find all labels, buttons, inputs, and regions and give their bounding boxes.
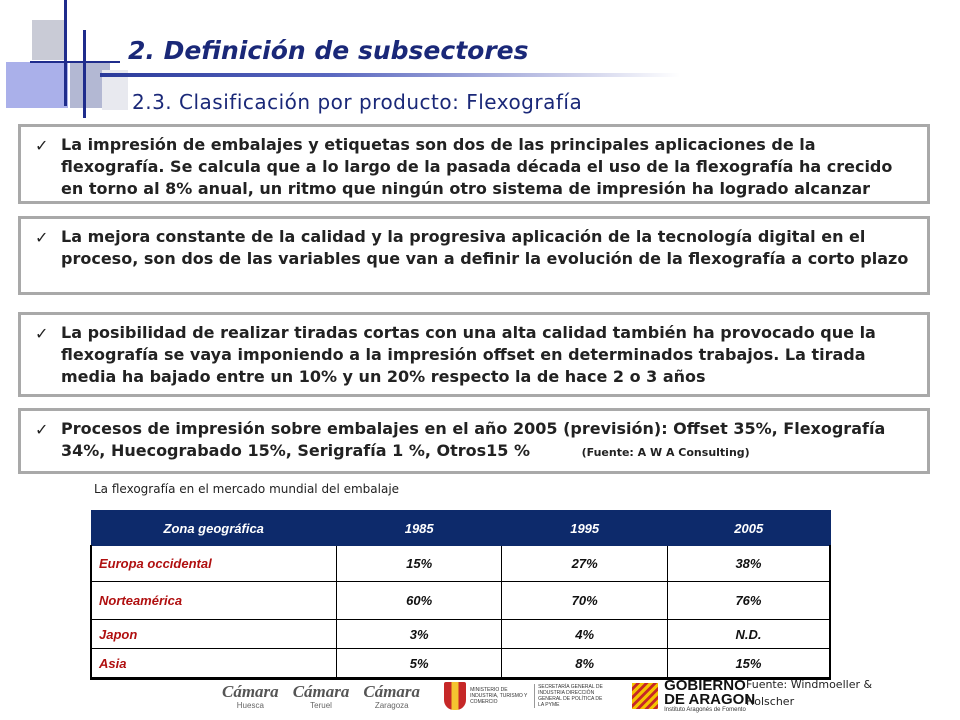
bullet-box: ✓ La mejora constante de la calidad y la…	[18, 216, 930, 295]
table-cell-zone: Europa occidental	[89, 545, 337, 582]
camara-teruel-logo: Cámara Teruel	[292, 681, 350, 710]
check-icon: ✓	[35, 136, 49, 155]
table-row: Europa occidental 15% 27% 38%	[89, 545, 831, 582]
header-decoration-block	[32, 20, 66, 60]
table-row: Japon 3% 4% N.D.	[89, 619, 831, 649]
check-icon: ✓	[35, 324, 49, 343]
table-cell-zone: Japon	[89, 619, 337, 649]
table-cell: 27%	[501, 545, 668, 582]
table-cell: 60%	[335, 581, 503, 620]
check-icon: ✓	[35, 228, 49, 247]
table-cell-zone: Asia	[89, 648, 337, 680]
title-underline	[100, 73, 680, 77]
bullet-box: ✓ La impresión de embalajes y etiquetas …	[18, 124, 930, 204]
table-row: Norteamérica 60% 70% 76%	[89, 581, 831, 620]
camara-huesca-logo: Cámara Huesca	[222, 681, 279, 710]
table-cell: N.D.	[666, 619, 831, 649]
bullet-box: ✓ Procesos de impresión sobre embalajes …	[18, 408, 930, 474]
gobierno-aragon-logo: GOBIERNO DE ARAGON Instituto Aragonés de…	[632, 678, 755, 713]
bullet-text: La impresión de embalajes y etiquetas so…	[61, 135, 893, 198]
header-decoration-line	[83, 30, 86, 118]
table-cell: 76%	[666, 581, 831, 620]
footer-source-line: Holscher	[746, 695, 795, 708]
column-header: 1985	[335, 510, 503, 546]
bullet-text: La mejora constante de la calidad y la p…	[61, 227, 909, 268]
header-decoration-line	[30, 61, 120, 63]
market-share-table: Zona geográfica 1985 1995 2005 Europa oc…	[89, 510, 831, 680]
page-subtitle: 2.3. Clasificación por producto: Flexogr…	[132, 90, 583, 114]
table-cell: 3%	[335, 619, 503, 649]
table-cell: 70%	[501, 581, 668, 620]
table-cell-zone: Norteamérica	[89, 581, 337, 620]
header-decoration-line	[64, 0, 67, 106]
footer-source-line: Fuente: Windmoeller &	[746, 678, 873, 691]
column-header: 2005	[666, 510, 831, 546]
bullet-text: La posibilidad de realizar tiradas corta…	[61, 323, 876, 386]
sponsor-logos: Cámara Huesca Cámara Teruel Cámara Zarag…	[222, 676, 755, 716]
table-cell: 8%	[501, 648, 668, 680]
column-header: 1995	[501, 510, 668, 546]
footer-source: Fuente: Windmoeller & Holscher	[746, 676, 896, 710]
check-icon: ✓	[35, 420, 49, 439]
table-cell: 5%	[335, 648, 503, 680]
column-header: Zona geográfica	[90, 510, 337, 546]
bullet-text: Procesos de impresión sobre embalajes en…	[61, 419, 886, 460]
table-cell: 38%	[666, 545, 831, 582]
bullet-box: ✓ La posibilidad de realizar tiradas cor…	[18, 312, 930, 397]
page-title: 2. Definición de subsectores	[128, 36, 529, 65]
table-caption: La flexografía en el mercado mundial del…	[94, 482, 400, 496]
camara-zaragoza-logo: Cámara Zaragoza	[363, 681, 421, 710]
table-cell: 15%	[666, 648, 831, 680]
ministerio-logo: MINISTERIO DE INDUSTRIA, TURISMO Y COMER…	[444, 682, 608, 710]
table-cell: 15%	[335, 545, 503, 582]
table-row: Asia 5% 8% 15%	[89, 648, 831, 680]
inline-source: (Fuente: A W A Consulting)	[581, 446, 750, 459]
table-cell: 4%	[501, 619, 668, 649]
coat-of-arms-icon	[444, 682, 467, 710]
table-header-row: Zona geográfica 1985 1995 2005	[90, 510, 831, 546]
aragon-flag-icon	[632, 683, 659, 709]
header-decoration-block	[6, 62, 68, 108]
